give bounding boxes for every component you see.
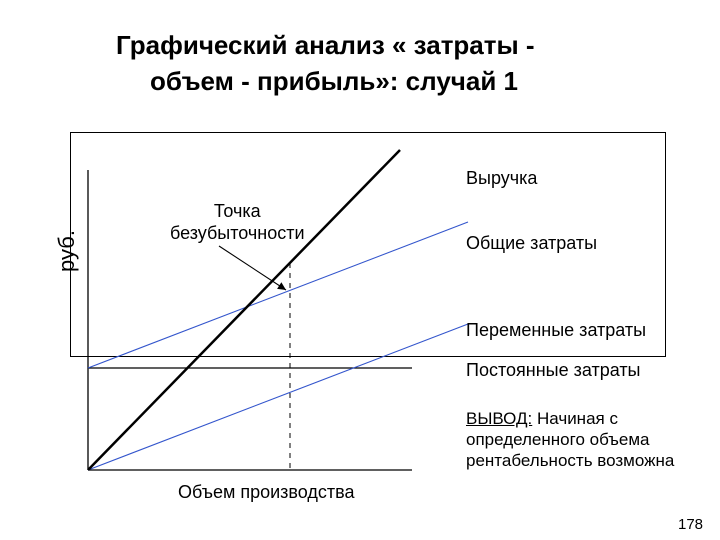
page-number: 178: [678, 516, 703, 533]
x-axis-label: Объем производства: [178, 482, 355, 503]
legend-variable-cost: Переменные затраты: [466, 320, 646, 341]
legend-revenue: Выручка: [466, 168, 537, 189]
conclusion-text: ВЫВОД: Начиная с определенного объема ре…: [466, 408, 706, 471]
breakeven-annotation: Точкабезубыточности: [170, 200, 305, 244]
legend-total-cost: Общие затраты: [466, 233, 597, 254]
legend-fixed-cost: Постоянные затраты: [466, 360, 641, 381]
